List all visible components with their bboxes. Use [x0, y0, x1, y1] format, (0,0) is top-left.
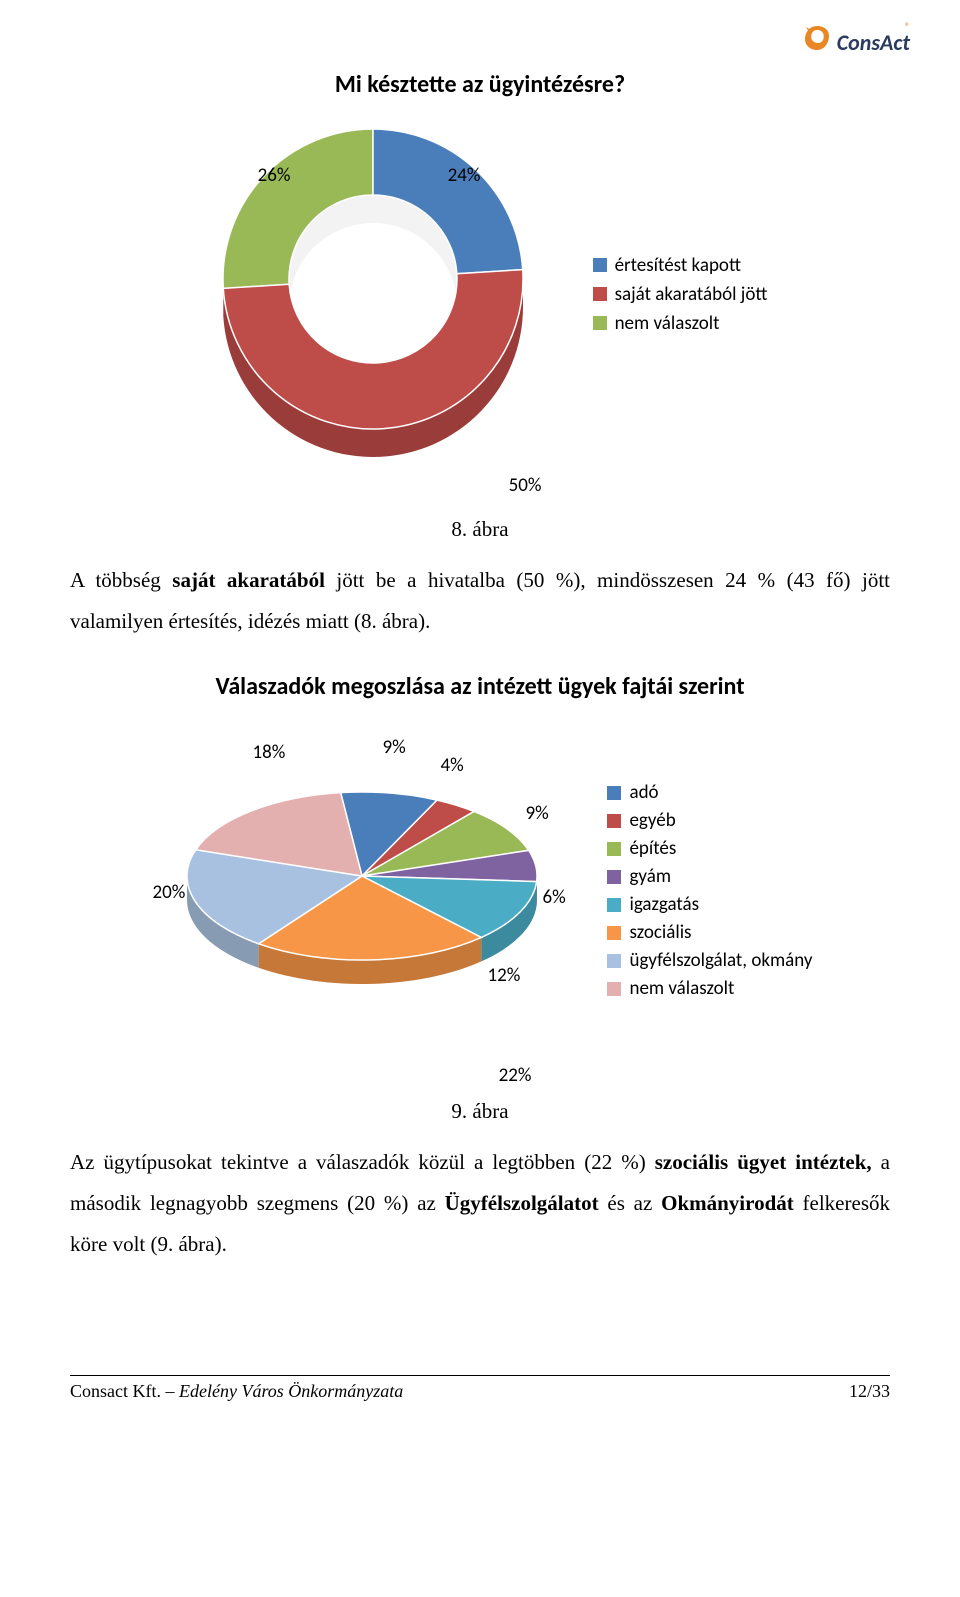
legend-swatch	[607, 786, 621, 800]
legend-label: egyéb	[629, 809, 675, 832]
legend-row: nem válaszolt	[593, 312, 768, 335]
footer-left: Consact Kft. – Edelény Város Önkormányza…	[70, 1381, 403, 1402]
chart2-title: Válaszadók megoszlása az intézett ügyek …	[70, 672, 890, 701]
logo-icon	[803, 24, 831, 52]
pie-label-4: 4%	[440, 754, 463, 777]
paragraph-1: A többség saját akaratából jött be a hiv…	[70, 560, 890, 642]
legend-swatch	[607, 898, 621, 912]
pie-label-20: 20%	[152, 881, 185, 904]
chart2-legend: adó egyéb építés gyám igazgatás szociális ügyf…	[607, 776, 812, 1005]
legend-swatch	[607, 926, 621, 940]
caption-8: 8. ábra	[70, 517, 890, 542]
legend-row: gyám	[607, 865, 812, 888]
logo-text: ConsAct	[837, 29, 910, 56]
footer-divider	[70, 1375, 890, 1376]
chart1: 26% 24% értesítést kapott saját akaratábó…	[70, 114, 890, 474]
legend-row: igazgatás	[607, 893, 812, 916]
legend-swatch	[593, 258, 607, 272]
pie-label-6: 6%	[542, 886, 565, 909]
legend-swatch	[607, 982, 621, 996]
legend-label: nem válaszolt	[615, 312, 720, 335]
legend-swatch	[593, 287, 607, 301]
logo: ® ConsAct	[803, 20, 910, 56]
donut-label-50: 50%	[160, 474, 890, 497]
chart1-legend: értesítést kapott saját akaratából jött ne…	[593, 248, 768, 341]
legend-label: saját akaratából jött	[615, 283, 768, 306]
chart2: 9% 4% 9% 6% 12% 20% 18% adó egyéb építés gy…	[70, 726, 890, 1056]
paragraph-2: Az ügytípusokat tekintve a válaszadók kö…	[70, 1142, 890, 1265]
page-number: 12/33	[849, 1381, 890, 1402]
legend-swatch	[607, 954, 621, 968]
pie-label-9a: 9%	[382, 736, 405, 759]
legend-label: gyám	[629, 865, 671, 888]
footer-company: Consact Kft. –	[70, 1381, 179, 1401]
chart1-title: Mi késztette az ügyintézésre?	[70, 70, 890, 99]
legend-row: értesítést kapott	[593, 254, 768, 277]
legend-label: adó	[629, 781, 658, 804]
legend-swatch	[607, 814, 621, 828]
legend-label: szociális	[629, 921, 691, 944]
legend-label: ügyfélszolgálat, okmány	[629, 949, 812, 972]
legend-row: adó	[607, 781, 812, 804]
legend-row: saját akaratából jött	[593, 283, 768, 306]
pie-label-9b: 9%	[525, 802, 548, 825]
legend-swatch	[593, 316, 607, 330]
pie-label-22: 22%	[140, 1064, 890, 1087]
legend-row: ügyfélszolgálat, okmány	[607, 949, 812, 972]
legend-row: építés	[607, 837, 812, 860]
legend-swatch	[607, 870, 621, 884]
legend-label: építés	[629, 837, 676, 860]
donut-label-24: 24%	[448, 164, 481, 187]
caption-9: 9. ábra	[70, 1099, 890, 1124]
page-footer: Consact Kft. – Edelény Város Önkormányza…	[70, 1381, 890, 1402]
legend-label: nem válaszolt	[629, 977, 734, 1000]
legend-row: egyéb	[607, 809, 812, 832]
legend-row: szociális	[607, 921, 812, 944]
pie-chart: 9% 4% 9% 6% 12% 20% 18%	[147, 726, 577, 1056]
pie-label-18: 18%	[252, 741, 285, 764]
donut-chart: 26% 24%	[193, 114, 553, 474]
legend-label: értesítést kapott	[615, 254, 741, 277]
legend-swatch	[607, 842, 621, 856]
pie-label-12: 12%	[487, 964, 520, 987]
legend-label: igazgatás	[629, 893, 699, 916]
legend-row: nem válaszolt	[607, 977, 812, 1000]
donut-label-26: 26%	[258, 164, 291, 187]
footer-client: Edelény Város Önkormányzata	[179, 1381, 403, 1401]
